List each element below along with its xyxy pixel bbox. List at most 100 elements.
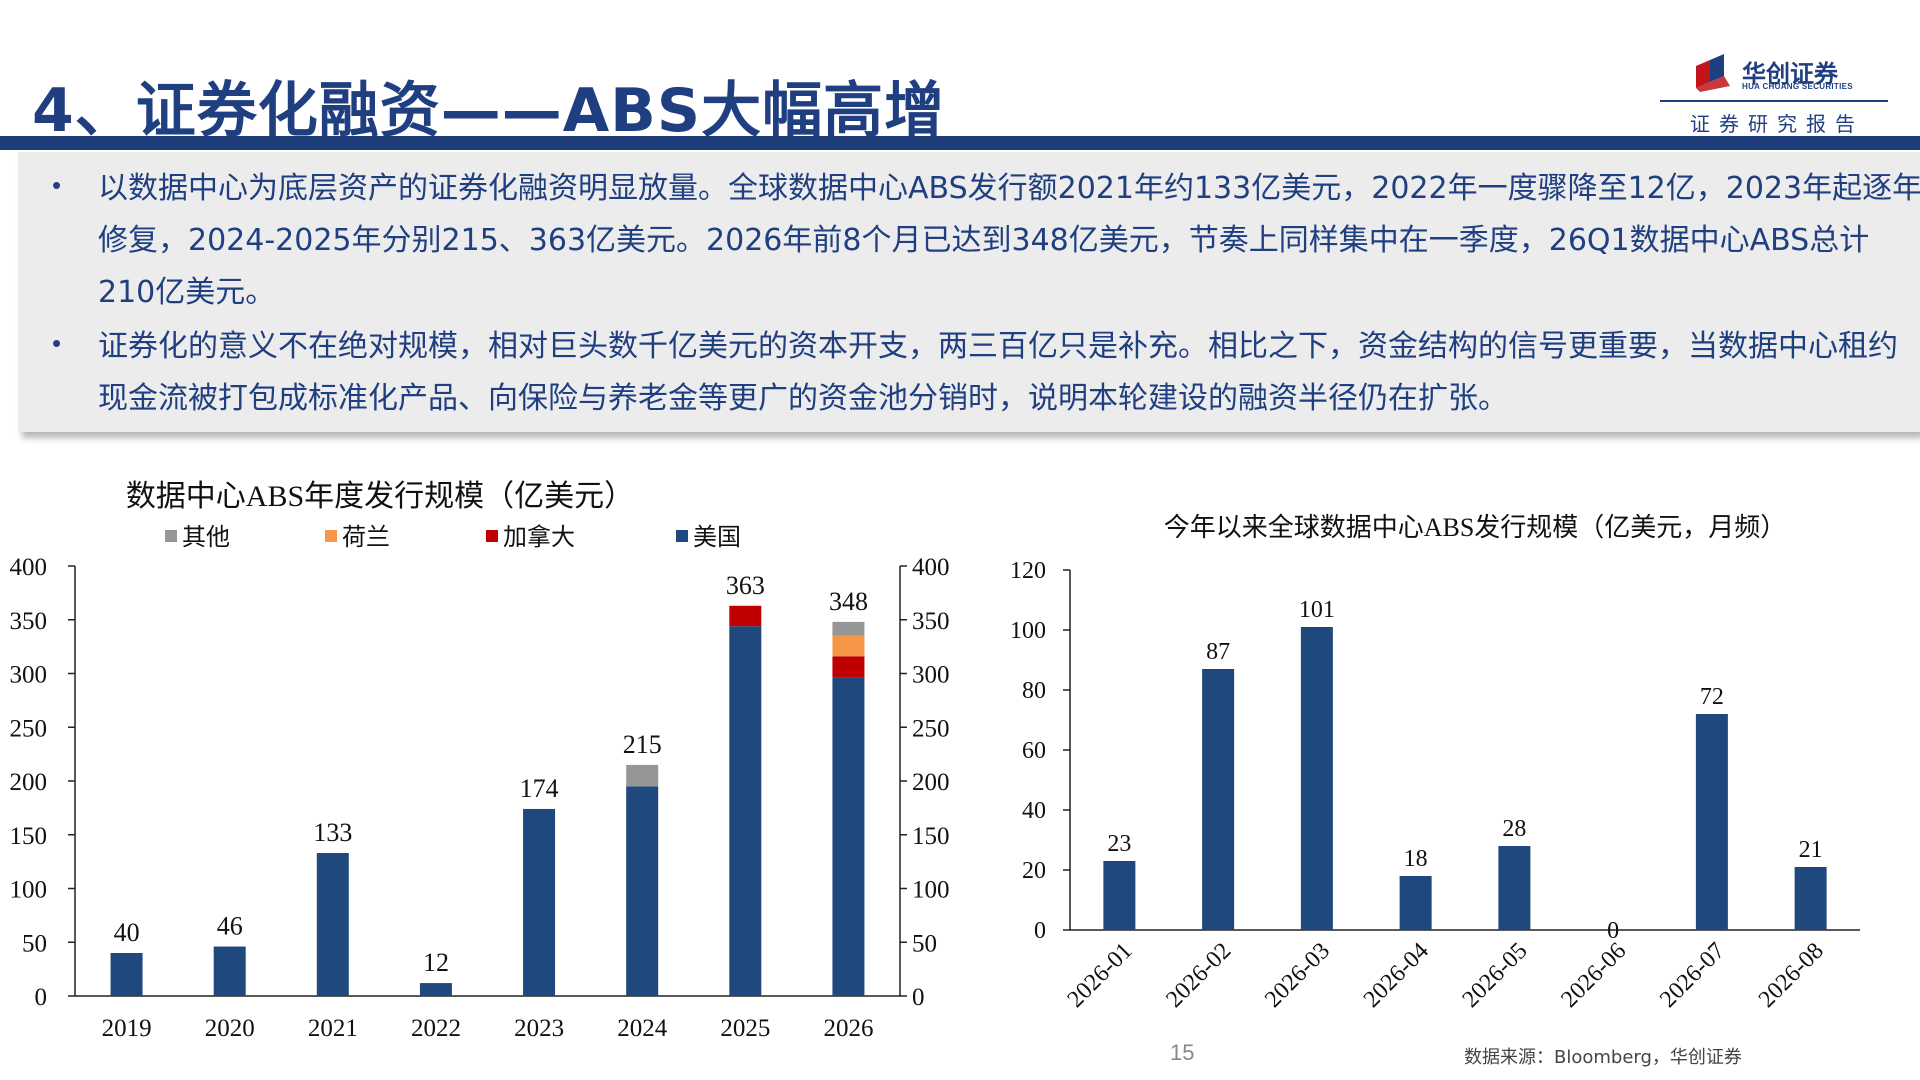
- bar-value-label: 46: [217, 912, 243, 941]
- bar-segment: [729, 626, 762, 996]
- legend-swatch: [676, 530, 688, 542]
- legend-label: 其他: [182, 524, 230, 551]
- x-tick-label: 2020: [205, 1015, 255, 1042]
- bullet-marker: •: [52, 328, 62, 358]
- y-tick-label: 50: [22, 930, 47, 957]
- y-tick-label: 150: [10, 823, 48, 850]
- bar-value-label: 18: [1404, 846, 1428, 872]
- bar-segment: [832, 656, 865, 678]
- title-bar: [0, 136, 1920, 150]
- bar-value-label: 72: [1700, 684, 1724, 710]
- x-tick-label: 2026-07: [1655, 938, 1730, 1013]
- y-tick-label: 120: [1010, 558, 1046, 584]
- bar-value-label: 21: [1799, 837, 1823, 863]
- bar-segment: [832, 677, 865, 996]
- x-tick-label: 2026: [823, 1015, 873, 1042]
- bar-value-label: 348: [829, 587, 868, 616]
- bar-segment: [213, 946, 246, 996]
- y-tick-label: 0: [1034, 918, 1046, 944]
- logo-divider: [1660, 100, 1888, 102]
- legend-label: 美国: [693, 524, 741, 551]
- report-label: 证券研究报告: [1690, 112, 1864, 136]
- bar: [1300, 627, 1333, 930]
- bar-segment: [316, 853, 349, 996]
- logo-mark-icon: [1696, 54, 1730, 92]
- y-tick-label: 100: [1010, 618, 1046, 644]
- bar-segment: [626, 764, 659, 787]
- y-tick-label: 300: [10, 662, 48, 689]
- bar: [1794, 867, 1827, 930]
- monthly-abs-chart: 今年以来全球数据中心ABS发行规模（亿美元，月频） 0 20 40 60 80 100 12…: [1010, 513, 1860, 1013]
- bullet-point-1: 以数据中心为底层资产的证券化融资明显放量。全球数据中心ABS发行额2021年约1…: [98, 171, 1920, 310]
- bar-value-label: 215: [623, 730, 662, 759]
- legend-swatch: [165, 530, 177, 542]
- bar-value-label: 0: [1607, 918, 1619, 944]
- y-tick-label: 80: [1022, 678, 1046, 704]
- y-tick-label-right: 50: [912, 930, 937, 957]
- y-tick-label: 100: [10, 877, 48, 904]
- legend-label: 加拿大: [503, 524, 575, 551]
- y-tick-label: 250: [10, 715, 48, 742]
- bar-value-label: 40: [114, 918, 140, 947]
- page-number: 15: [1170, 1040, 1195, 1065]
- bar-segment: [832, 635, 865, 657]
- y-tick-label-right: 300: [912, 662, 950, 689]
- page-title: 4、证券化融资——ABS大幅高增: [32, 76, 946, 146]
- bullet-point-2: 证券化的意义不在绝对规模，相对巨头数千亿美元的资本开支，两三百亿只是补充。相比之…: [98, 329, 1898, 416]
- y-tick-label-right: 350: [912, 608, 950, 635]
- bar-segment: [419, 983, 452, 996]
- y-tick-label: 200: [10, 769, 48, 796]
- x-tick-label: 2026-04: [1359, 938, 1434, 1013]
- y-tick-label-right: 150: [912, 823, 950, 850]
- bullet-marker: •: [52, 170, 62, 200]
- legend-swatch: [325, 530, 337, 542]
- legend-label: 荷兰: [342, 524, 390, 551]
- bar: [1399, 876, 1432, 930]
- bar: [1695, 714, 1728, 930]
- bar: [1202, 669, 1235, 930]
- bar-segment: [729, 605, 762, 627]
- logo-text-en: HUA CHUANG SECURITIES: [1742, 82, 1853, 91]
- y-tick-label-right: 400: [912, 554, 950, 581]
- x-tick-label: 2026-02: [1161, 938, 1236, 1013]
- y-tick-label: 400: [10, 554, 48, 581]
- data-source: 数据来源：Bloomberg，华创证券: [1464, 1047, 1742, 1068]
- bar-value-label: 363: [726, 571, 765, 600]
- x-tick-label: 2026-03: [1260, 938, 1335, 1013]
- logo-text-cn: 华创证券: [1742, 60, 1838, 88]
- y-tick-label-right: 0: [912, 984, 925, 1011]
- x-tick-label: 2026-08: [1754, 938, 1829, 1013]
- x-tick-label: 2026-01: [1063, 938, 1138, 1013]
- y-tick-label: 60: [1022, 738, 1046, 764]
- y-tick-label-right: 250: [912, 715, 950, 742]
- company-logo: 华创证券 HUA CHUANG SECURITIES: [1690, 50, 1890, 96]
- summary-box: • 以数据中心为底层资产的证券化融资明显放量。全球数据中心ABS发行额2021年…: [18, 152, 1920, 432]
- x-tick-label: 2026-06: [1556, 938, 1631, 1013]
- x-tick-label: 2024: [617, 1015, 668, 1042]
- bar-segment: [832, 621, 865, 636]
- y-tick-label: 40: [1022, 798, 1046, 824]
- bar-segment: [523, 808, 556, 996]
- legend-swatch: [486, 530, 498, 542]
- y-tick-label: 350: [10, 608, 48, 635]
- y-tick-label-right: 200: [912, 769, 950, 796]
- bar-segment: [626, 786, 659, 996]
- bar-value-label: 87: [1206, 639, 1230, 665]
- x-tick-label: 2022: [411, 1015, 461, 1042]
- x-tick-label: 2023: [514, 1015, 564, 1042]
- bar-value-label: 12: [423, 948, 449, 977]
- y-tick-label-right: 100: [912, 877, 950, 904]
- bar-value-label: 28: [1502, 816, 1526, 842]
- annual-abs-chart: 数据中心ABS年度发行规模（亿美元） 其他 荷兰 加拿大 美国 0 0 50 50 100 10…: [10, 480, 950, 1042]
- bar-value-label: 101: [1299, 597, 1335, 623]
- bar-value-label: 133: [313, 818, 352, 847]
- bar: [1498, 846, 1531, 930]
- y-tick-label: 20: [1022, 858, 1046, 884]
- bar-value-label: 174: [520, 774, 559, 803]
- bar-segment: [110, 953, 143, 996]
- x-tick-label: 2025: [720, 1015, 770, 1042]
- x-tick-label: 2026-05: [1458, 938, 1533, 1013]
- bar-value-label: 23: [1107, 831, 1131, 857]
- y-tick-label: 0: [35, 984, 48, 1011]
- x-tick-label: 2019: [102, 1015, 152, 1042]
